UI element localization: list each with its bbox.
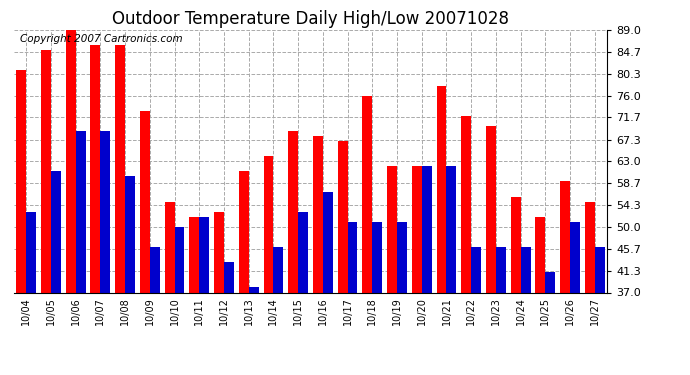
Bar xyxy=(90,45,100,292)
Bar xyxy=(239,171,248,292)
Bar xyxy=(264,156,273,292)
Bar xyxy=(570,222,580,292)
Bar xyxy=(471,247,481,292)
Bar xyxy=(595,247,604,292)
Bar xyxy=(412,166,422,292)
Bar xyxy=(76,131,86,292)
Bar xyxy=(486,126,496,292)
Bar xyxy=(125,176,135,292)
Bar xyxy=(511,196,521,292)
Bar xyxy=(214,212,224,292)
Bar xyxy=(100,131,110,292)
Bar xyxy=(224,262,234,292)
Bar xyxy=(175,227,184,292)
Bar xyxy=(545,272,555,292)
Bar xyxy=(422,166,432,292)
Bar xyxy=(446,166,456,292)
Bar xyxy=(373,222,382,292)
Bar xyxy=(165,202,175,292)
Bar xyxy=(41,50,51,292)
Bar xyxy=(26,212,36,292)
Bar xyxy=(115,45,125,292)
Bar xyxy=(298,212,308,292)
Bar xyxy=(521,247,531,292)
Bar xyxy=(288,131,298,292)
Title: Outdoor Temperature Daily High/Low 20071028: Outdoor Temperature Daily High/Low 20071… xyxy=(112,10,509,28)
Text: Copyright 2007 Cartronics.com: Copyright 2007 Cartronics.com xyxy=(20,34,182,44)
Bar xyxy=(462,116,471,292)
Bar xyxy=(585,202,595,292)
Bar xyxy=(348,222,357,292)
Bar xyxy=(313,136,323,292)
Bar xyxy=(248,288,259,292)
Bar xyxy=(199,217,209,292)
Bar xyxy=(387,166,397,292)
Bar xyxy=(150,247,159,292)
Bar xyxy=(437,86,446,292)
Bar xyxy=(496,247,506,292)
Bar xyxy=(560,182,570,292)
Bar xyxy=(17,70,26,292)
Bar xyxy=(337,141,348,292)
Bar xyxy=(397,222,407,292)
Bar xyxy=(140,111,150,292)
Bar xyxy=(535,217,545,292)
Bar xyxy=(273,247,284,292)
Bar xyxy=(323,192,333,292)
Bar xyxy=(362,96,373,292)
Bar xyxy=(66,30,76,292)
Bar xyxy=(51,171,61,292)
Bar xyxy=(189,217,199,292)
